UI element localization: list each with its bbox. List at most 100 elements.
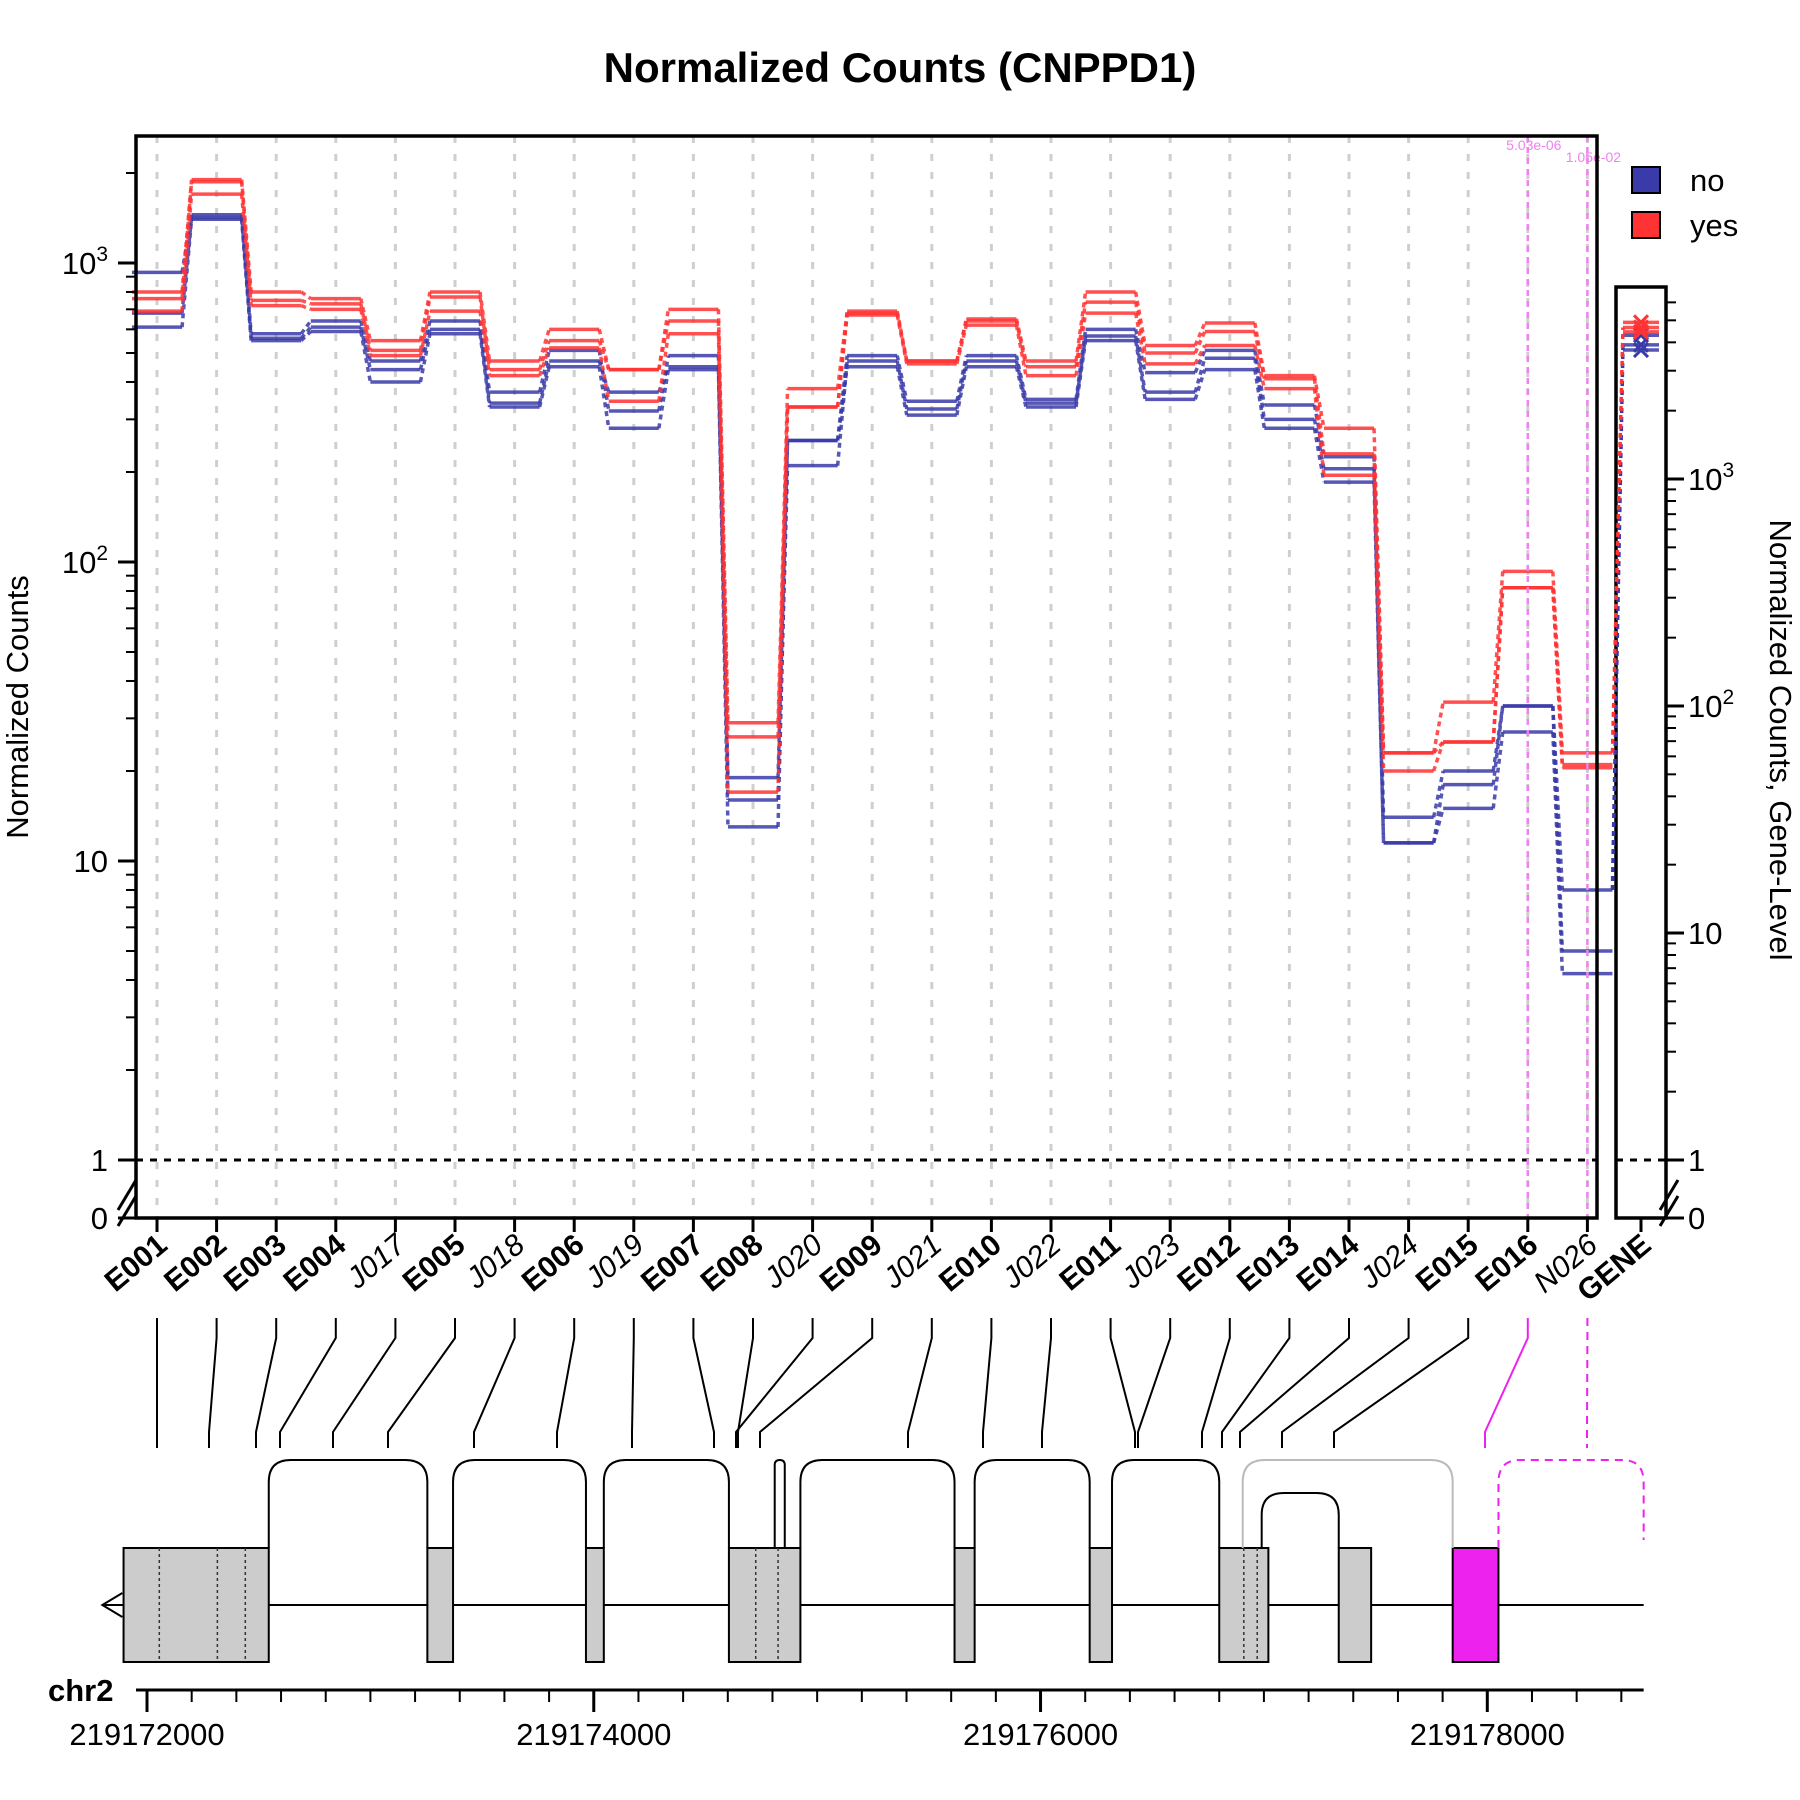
exon-block	[953, 1547, 976, 1663]
data-connector	[537, 366, 551, 408]
data-connector	[418, 328, 432, 371]
gene-mark	[1632, 323, 1650, 340]
gene-plot-frame	[1614, 285, 1668, 1220]
data-connector	[657, 333, 671, 402]
y-tick-label: 102	[62, 542, 108, 580]
data-connector	[300, 290, 312, 301]
main-axes: 0 1 10 102 103	[62, 134, 1599, 1236]
feature-label-j022: J022	[996, 1228, 1068, 1296]
feature-label-e014: E014	[1291, 1228, 1366, 1299]
feature-labels: E001E002E003E004J017E005J018E006J019E007…	[99, 1227, 1658, 1308]
feature-label-e007: E007	[635, 1228, 710, 1298]
data-connector	[299, 319, 313, 335]
data-connector	[1193, 330, 1207, 354]
gene-axis-break	[1658, 1195, 1680, 1227]
feature-label-e013: E013	[1231, 1228, 1306, 1298]
y-tick-label: 1	[91, 1143, 108, 1178]
y-axis-label: Normalized Counts	[0, 575, 35, 839]
feature-connectors	[156, 1318, 1589, 1448]
data-connector	[1491, 571, 1505, 703]
feature-label-j021: J021	[876, 1228, 948, 1296]
feature-label-j018: J018	[459, 1228, 531, 1296]
feature-connector	[1484, 1318, 1529, 1448]
data-connector	[1372, 475, 1386, 772]
junction-arc	[1497, 1459, 1645, 1548]
data-connector	[835, 366, 849, 441]
data-connector	[1014, 360, 1028, 404]
feature-label-e004: E004	[277, 1228, 352, 1299]
exon-block	[584, 1547, 605, 1663]
feature-connector	[387, 1318, 456, 1448]
feature-connector	[1239, 1318, 1350, 1448]
pvalue-markers: 5.03e-06 1.05e-02	[1506, 136, 1621, 1218]
data-connector	[955, 320, 969, 362]
data-connector	[1491, 587, 1505, 743]
data-connector	[239, 219, 253, 341]
feature-label-e010: E010	[933, 1228, 1008, 1298]
feature-label-e008: E008	[695, 1228, 770, 1298]
data-connector	[835, 314, 849, 408]
coordinate-label: 219174000	[516, 1717, 671, 1752]
data-connector	[1431, 741, 1445, 772]
feature-label-j019: J019	[578, 1228, 650, 1296]
gene-y-tick-label: 102	[1688, 686, 1734, 724]
feature-connector	[1041, 1318, 1052, 1448]
data-connector	[180, 181, 194, 299]
data-connector	[1074, 335, 1088, 404]
feature-label-e005: E005	[397, 1228, 472, 1298]
gene-y-tick-label: 103	[1688, 459, 1734, 497]
data-connector	[1133, 291, 1147, 346]
feature-label-e001: E001	[99, 1228, 174, 1298]
pvalue-label: 1.05e-02	[1566, 149, 1621, 165]
feature-connector	[737, 1318, 754, 1448]
legend-label: yes	[1690, 208, 1738, 243]
data-connector	[418, 296, 432, 351]
data-connector	[239, 181, 253, 301]
data-connector	[537, 328, 551, 362]
junction-arc	[1111, 1459, 1221, 1548]
exon-block	[727, 1547, 802, 1663]
feature-connector	[692, 1318, 715, 1448]
feature-label-j023: J023	[1115, 1228, 1187, 1296]
junction-arc	[773, 1458, 786, 1548]
legend-swatch	[1631, 211, 1661, 239]
axis-break	[116, 1195, 138, 1227]
data-connector	[418, 333, 432, 383]
data-connector	[597, 328, 611, 371]
data-connector	[597, 347, 611, 402]
feature-label-e009: E009	[814, 1228, 889, 1298]
data-connector	[1312, 388, 1326, 476]
junction-arc	[799, 1459, 956, 1548]
data-connector	[1193, 349, 1207, 374]
data-connector	[359, 308, 373, 356]
data-connector	[716, 333, 730, 793]
data-connector	[1074, 312, 1088, 376]
data-connector	[1133, 328, 1147, 373]
data-connector	[1253, 345, 1267, 390]
junction-arc	[973, 1459, 1091, 1548]
series-yes	[131, 192, 1613, 794]
data-connector	[1193, 344, 1207, 365]
data-connector	[776, 388, 790, 723]
feature-label-j017: J017	[340, 1227, 413, 1296]
gene-y-tick-label: 0	[1688, 1201, 1705, 1236]
data-connector	[895, 355, 909, 402]
feature-label-e012: E012	[1171, 1228, 1246, 1298]
feature-connector	[1201, 1318, 1231, 1448]
transcript-model	[100, 1458, 1645, 1663]
feature-connector	[208, 1318, 218, 1448]
data-connector	[1551, 705, 1565, 952]
data-connector	[1431, 807, 1445, 844]
gene-connector	[1610, 327, 1625, 753]
data-connector	[1253, 369, 1267, 429]
feature-label-j024: J024	[1353, 1228, 1425, 1296]
feature-connector	[556, 1318, 576, 1448]
feature-connector	[1137, 1318, 1172, 1448]
data-connector	[418, 310, 432, 356]
data-connector	[1193, 357, 1207, 393]
y-tick-label: 10	[74, 844, 108, 879]
gene-level-axis-label: Normalized Counts, Gene-Level	[1763, 519, 1798, 960]
feature-connector	[631, 1318, 635, 1448]
exon-block	[1088, 1547, 1114, 1663]
